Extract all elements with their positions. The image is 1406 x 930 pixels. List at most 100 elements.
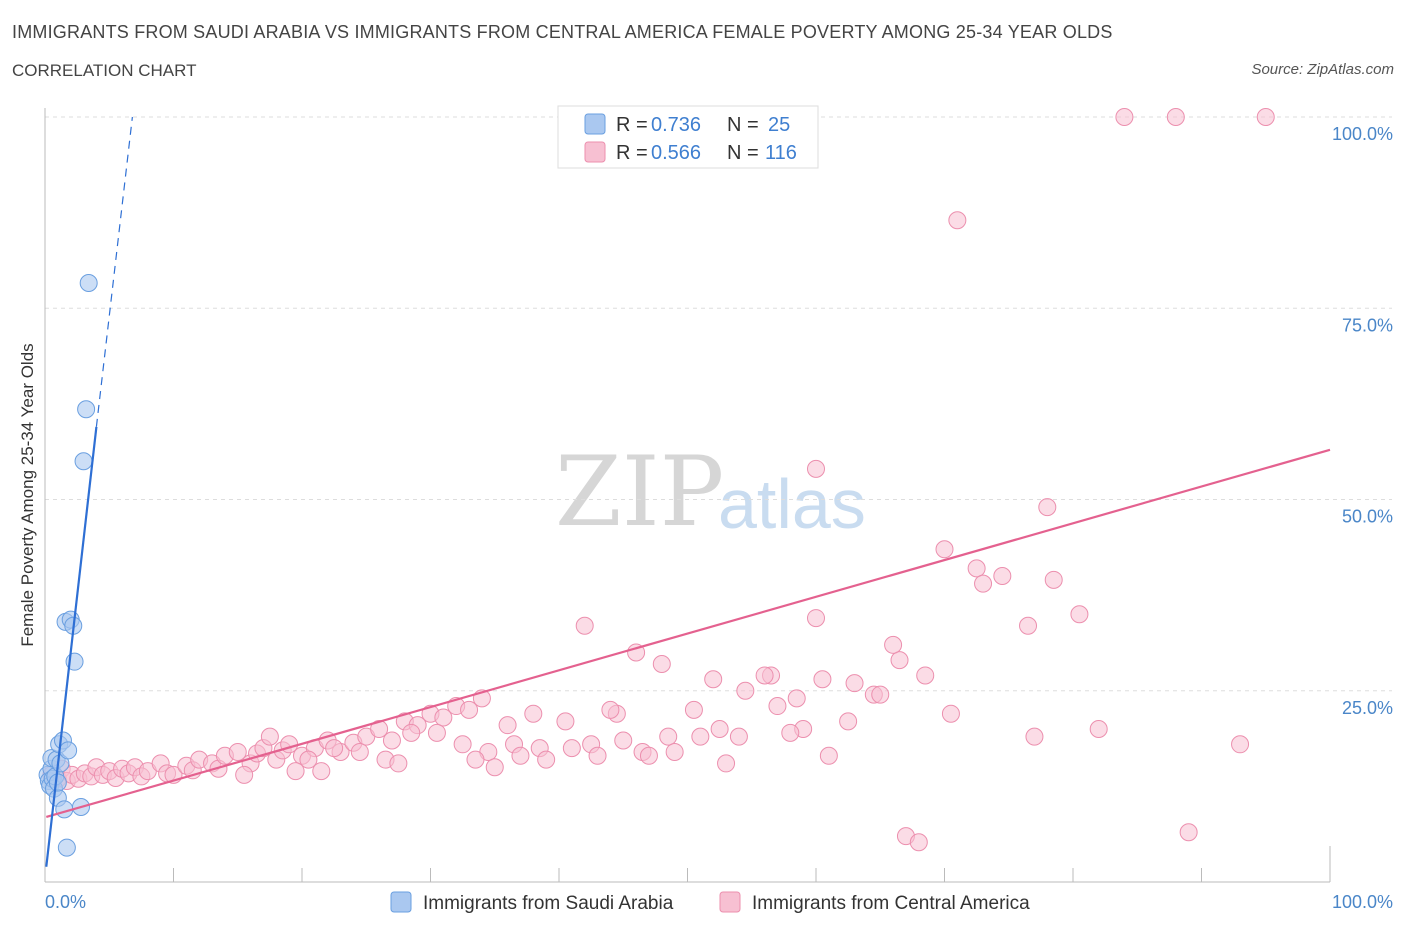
data-point-central-america — [993, 567, 1012, 585]
data-point-central-america — [453, 735, 472, 754]
trend-line-saudi-arabia — [45, 426, 98, 867]
y-tick-label: 50.0% — [1342, 507, 1393, 527]
y-tick-labels: 25.0% 50.0% 75.0% 100.0% — [1332, 124, 1393, 718]
watermark: ZIP atlas — [555, 436, 866, 548]
data-point-central-america — [1089, 720, 1108, 738]
chart-title: IMMIGRANTS FROM SAUDI ARABIA VS IMMIGRAN… — [12, 22, 1113, 42]
data-point-central-america — [948, 211, 967, 230]
x-tick-label-max: 100.0% — [1332, 892, 1393, 912]
data-point-central-america — [884, 635, 903, 654]
data-point-central-america — [382, 731, 401, 750]
trend-line-central-america — [45, 448, 1331, 819]
data-point-central-america — [485, 758, 504, 777]
grid-lines — [45, 116, 1392, 692]
data-point-central-america — [845, 674, 864, 693]
data-point-central-america — [1256, 108, 1275, 126]
data-point-central-america — [556, 712, 575, 731]
data-point-central-america — [614, 731, 633, 750]
legend-n-label-2: N = — [727, 142, 759, 164]
data-point-saudi-arabia — [74, 452, 93, 471]
data-point-central-america — [562, 739, 581, 758]
data-point-central-america — [524, 704, 543, 723]
data-point-saudi-arabia — [59, 741, 78, 760]
data-point-central-america — [312, 762, 331, 781]
legend-swatch-saudi-arabia — [584, 113, 606, 135]
data-point-central-america — [704, 670, 723, 689]
y-tick-label: 25.0% — [1342, 698, 1393, 718]
data-point-central-america — [1019, 616, 1038, 635]
bottom-legend-label-central-america: Immigrants from Central America — [752, 893, 1030, 914]
data-point-central-america — [537, 750, 556, 769]
data-point-central-america — [974, 574, 993, 593]
data-point-saudi-arabia — [79, 274, 98, 293]
data-point-central-america — [260, 727, 279, 746]
legend-n-label-1: N = — [727, 114, 759, 136]
data-point-saudi-arabia — [48, 773, 67, 792]
data-point-central-america — [717, 754, 736, 773]
data-point-central-america — [1115, 108, 1134, 126]
data-point-central-america — [839, 712, 858, 731]
x-tick-label-min: 0.0% — [45, 892, 86, 912]
data-point-central-america — [909, 833, 928, 852]
data-point-central-america — [350, 742, 369, 761]
data-point-central-america — [691, 727, 710, 746]
data-point-central-america — [755, 666, 774, 685]
data-point-central-america — [627, 643, 646, 662]
data-point-central-america — [1166, 108, 1185, 126]
bottom-legend-swatch-saudi-arabia — [390, 891, 412, 913]
data-point-central-america — [325, 739, 344, 758]
legend-n-value-1: 25 — [768, 114, 790, 136]
data-point-central-america — [935, 540, 954, 559]
data-point-central-america — [389, 754, 408, 773]
watermark-zip: ZIP — [555, 436, 724, 548]
data-point-central-america — [781, 723, 800, 742]
chart-subtitle: CORRELATION CHART — [12, 61, 197, 80]
data-point-central-america — [402, 723, 421, 742]
bottom-legend-swatch-central-america — [719, 891, 741, 913]
data-point-central-america — [1038, 498, 1057, 517]
bottom-legend: Immigrants from Saudi Arabia Immigrants … — [390, 891, 1030, 914]
data-point-central-america — [967, 559, 986, 578]
data-point-central-america — [639, 746, 658, 765]
data-point-central-america — [736, 681, 755, 700]
data-point-central-america — [768, 697, 787, 716]
legend-n-value-2: 116 — [765, 142, 797, 164]
data-point-central-america — [710, 720, 729, 738]
data-point-saudi-arabia — [77, 400, 96, 419]
data-point-central-america — [601, 700, 620, 719]
data-point-saudi-arabia — [57, 838, 76, 857]
y-tick-label: 100.0% — [1332, 124, 1393, 144]
data-point-central-america — [807, 609, 825, 628]
trend-lines — [45, 116, 1331, 867]
data-point-central-america — [427, 723, 446, 742]
y-tick-label: 75.0% — [1342, 315, 1393, 335]
data-point-central-america — [652, 654, 671, 673]
data-point-central-america — [1231, 735, 1250, 754]
watermark-atlas: atlas — [718, 465, 866, 543]
legend-r-label-2: R = — [616, 142, 648, 164]
data-point-central-america — [460, 700, 479, 719]
data-point-central-america — [286, 762, 305, 781]
data-point-central-america — [941, 704, 960, 723]
data-point-central-america — [813, 670, 832, 689]
trend-line-saudi-arabia-extension — [95, 116, 133, 427]
data-point-central-america — [665, 742, 684, 761]
data-point-central-america — [787, 689, 806, 708]
data-point-central-america — [659, 727, 678, 746]
data-point-central-america — [807, 459, 825, 478]
data-point-central-america — [1044, 570, 1063, 589]
data-point-central-america — [370, 720, 389, 738]
data-point-central-america — [890, 651, 909, 670]
series-saudi-arabia-points — [38, 274, 98, 857]
data-point-central-america — [1179, 823, 1198, 842]
data-point-central-america — [1025, 727, 1044, 746]
data-point-central-america — [466, 750, 485, 769]
data-point-central-america — [729, 727, 748, 746]
data-point-central-america — [511, 746, 530, 765]
data-point-central-america — [228, 742, 247, 761]
legend-r-value-2: 0.566 — [651, 142, 701, 164]
data-point-central-america — [1070, 605, 1089, 624]
legend-r-label-1: R = — [616, 114, 648, 136]
bottom-legend-label-saudi-arabia: Immigrants from Saudi Arabia — [423, 893, 674, 914]
